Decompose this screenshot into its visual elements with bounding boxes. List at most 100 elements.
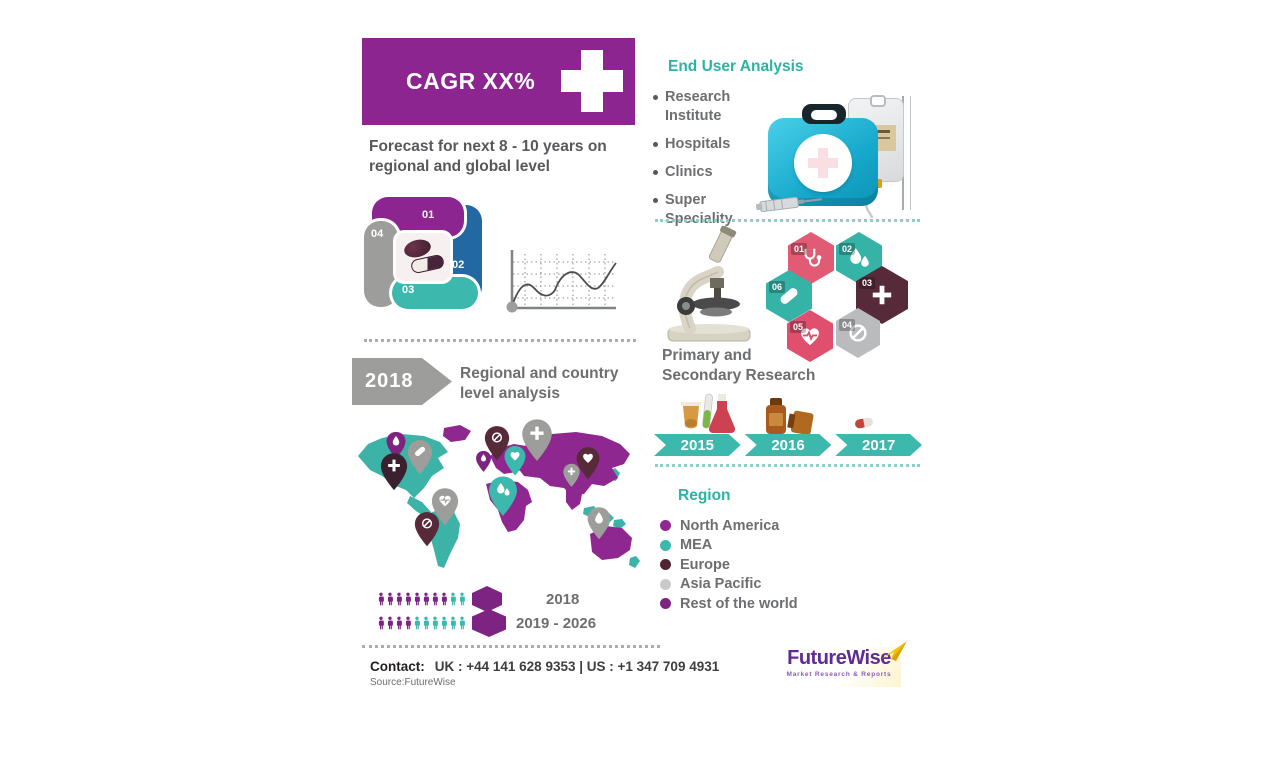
kit-handle [802, 104, 846, 124]
person-icon [423, 592, 429, 606]
medicine-bottles-icon [766, 398, 814, 435]
legend-label: Asia Pacific [680, 576, 762, 593]
legend-item: MEA [660, 536, 798, 556]
drop-map-pin [385, 431, 407, 465]
heart-map-pin [575, 446, 601, 486]
process-step-03-bar [392, 277, 478, 309]
first-aid-box-icon [768, 104, 878, 206]
person-icon-group [377, 614, 466, 632]
nopill-map-pin [483, 425, 511, 467]
hexagon-number: 02 [839, 243, 856, 255]
person-icon [378, 592, 384, 606]
person-icon [387, 616, 393, 630]
person-icon [405, 616, 411, 630]
person-icon [432, 592, 438, 606]
caption-line: Secondary Research [662, 367, 816, 384]
medical-cross-icon [561, 50, 623, 112]
contact-numbers: UK : +44 141 628 9353 | US : +1 347 709 … [434, 659, 720, 674]
legend-item: Asia Pacific [660, 575, 798, 595]
trend-line-chart-icon [506, 250, 617, 313]
population-pictograph: 2018 2019 - 2026 [377, 586, 637, 637]
timeline-year: 2015 [654, 434, 741, 456]
drops-icon [850, 248, 869, 267]
world-map [352, 419, 642, 577]
capsule-icon [780, 288, 798, 304]
timeline-year: 2017 [835, 434, 922, 456]
person-icon [414, 616, 420, 630]
person-icon [441, 616, 447, 630]
forecast-text: Forecast for next 8 - 10 years on region… [369, 138, 607, 175]
cross-icon [808, 148, 838, 178]
population-label: 2019 - 2026 [516, 614, 597, 632]
heart-map-pin [503, 445, 527, 482]
contact-line: Contact: UK : +44 141 628 9353 | US : +1 … [370, 659, 719, 674]
legend-dot [660, 578, 671, 590]
source-line: Source:FutureWise [370, 677, 456, 688]
hexagon-number: 01 [791, 243, 808, 255]
hexagon-number: 04 [839, 319, 856, 331]
legend-dot [660, 598, 671, 610]
microscope-icon [667, 226, 751, 342]
region-legend: North America MEA Europe Asia Pacific Re… [660, 516, 798, 614]
legend-item: Rest of the world [660, 594, 798, 614]
divider-dotted [655, 464, 920, 467]
legend-label: Europe [680, 556, 730, 573]
capsule-2017-icon [855, 417, 873, 429]
list-item-label: Clinics [665, 164, 713, 180]
list-item: Research Institute [653, 88, 783, 126]
primary-secondary-caption: Primary and Secondary Research [662, 346, 862, 386]
kit-cross-badge [794, 134, 852, 192]
person-icon [459, 616, 465, 630]
bullet-icon [653, 142, 658, 147]
population-row: 2018 [377, 586, 637, 612]
year-2018-arrow: 2018 [352, 358, 452, 405]
hexagon-number: 06 [769, 281, 786, 293]
stethoscope-icon [804, 248, 822, 267]
cross-map-pin [379, 452, 409, 497]
person-icon [414, 592, 420, 606]
legend-label: MEA [680, 537, 713, 554]
list-item-label: Super Speciality [665, 192, 733, 227]
logo-name: FutureWise [787, 647, 891, 669]
process-step-number: 04 [371, 228, 384, 240]
heartpulse-map-pin [430, 487, 460, 532]
bullet-icon [653, 95, 658, 100]
person-icon [441, 592, 447, 606]
timeline-band: 2015 2016 2017 [654, 434, 922, 456]
drop-map-pin [475, 450, 492, 478]
legend-dot [660, 520, 671, 532]
cagr-label: CAGR XX% [406, 68, 536, 94]
paper-plane-icon [881, 641, 907, 661]
bullet-icon [653, 170, 658, 175]
person-icon [387, 592, 393, 606]
divider-dotted [362, 645, 660, 648]
first-aid-kit-graphic [756, 92, 912, 218]
legend-item: North America [660, 516, 798, 536]
person-icon [432, 616, 438, 630]
futurewise-logo: FutureWise Market Research & Reports [777, 641, 907, 687]
end-user-analysis-title: End User Analysis [668, 58, 804, 75]
region-title: Region [678, 487, 731, 504]
cagr-banner: CAGR XX% [362, 38, 635, 125]
bullet-icon [653, 198, 658, 203]
person-icon [450, 616, 456, 630]
list-item: Hospitals [653, 135, 783, 154]
capsule-map-pin [406, 439, 434, 481]
hexagon-number: 05 [790, 321, 807, 333]
process-step-number: 03 [402, 284, 415, 296]
divider-dotted [364, 339, 636, 342]
legend-dot [660, 559, 671, 571]
person-icon [396, 592, 402, 606]
cross-icon [872, 285, 892, 305]
list-item-label: Hospitals [665, 136, 731, 152]
drop-map-pin [586, 506, 612, 546]
legend-label: Rest of the world [680, 595, 798, 612]
process-cycle-graphic: 01 02 03 04 [364, 197, 486, 311]
legend-item: Europe [660, 555, 798, 575]
heartpulse-icon [801, 328, 819, 346]
population-row: 2019 - 2026 [377, 609, 637, 637]
legend-dot [660, 539, 671, 551]
person-icon [405, 592, 411, 606]
caption-line: Primary and [662, 347, 752, 364]
person-icon [450, 592, 456, 606]
